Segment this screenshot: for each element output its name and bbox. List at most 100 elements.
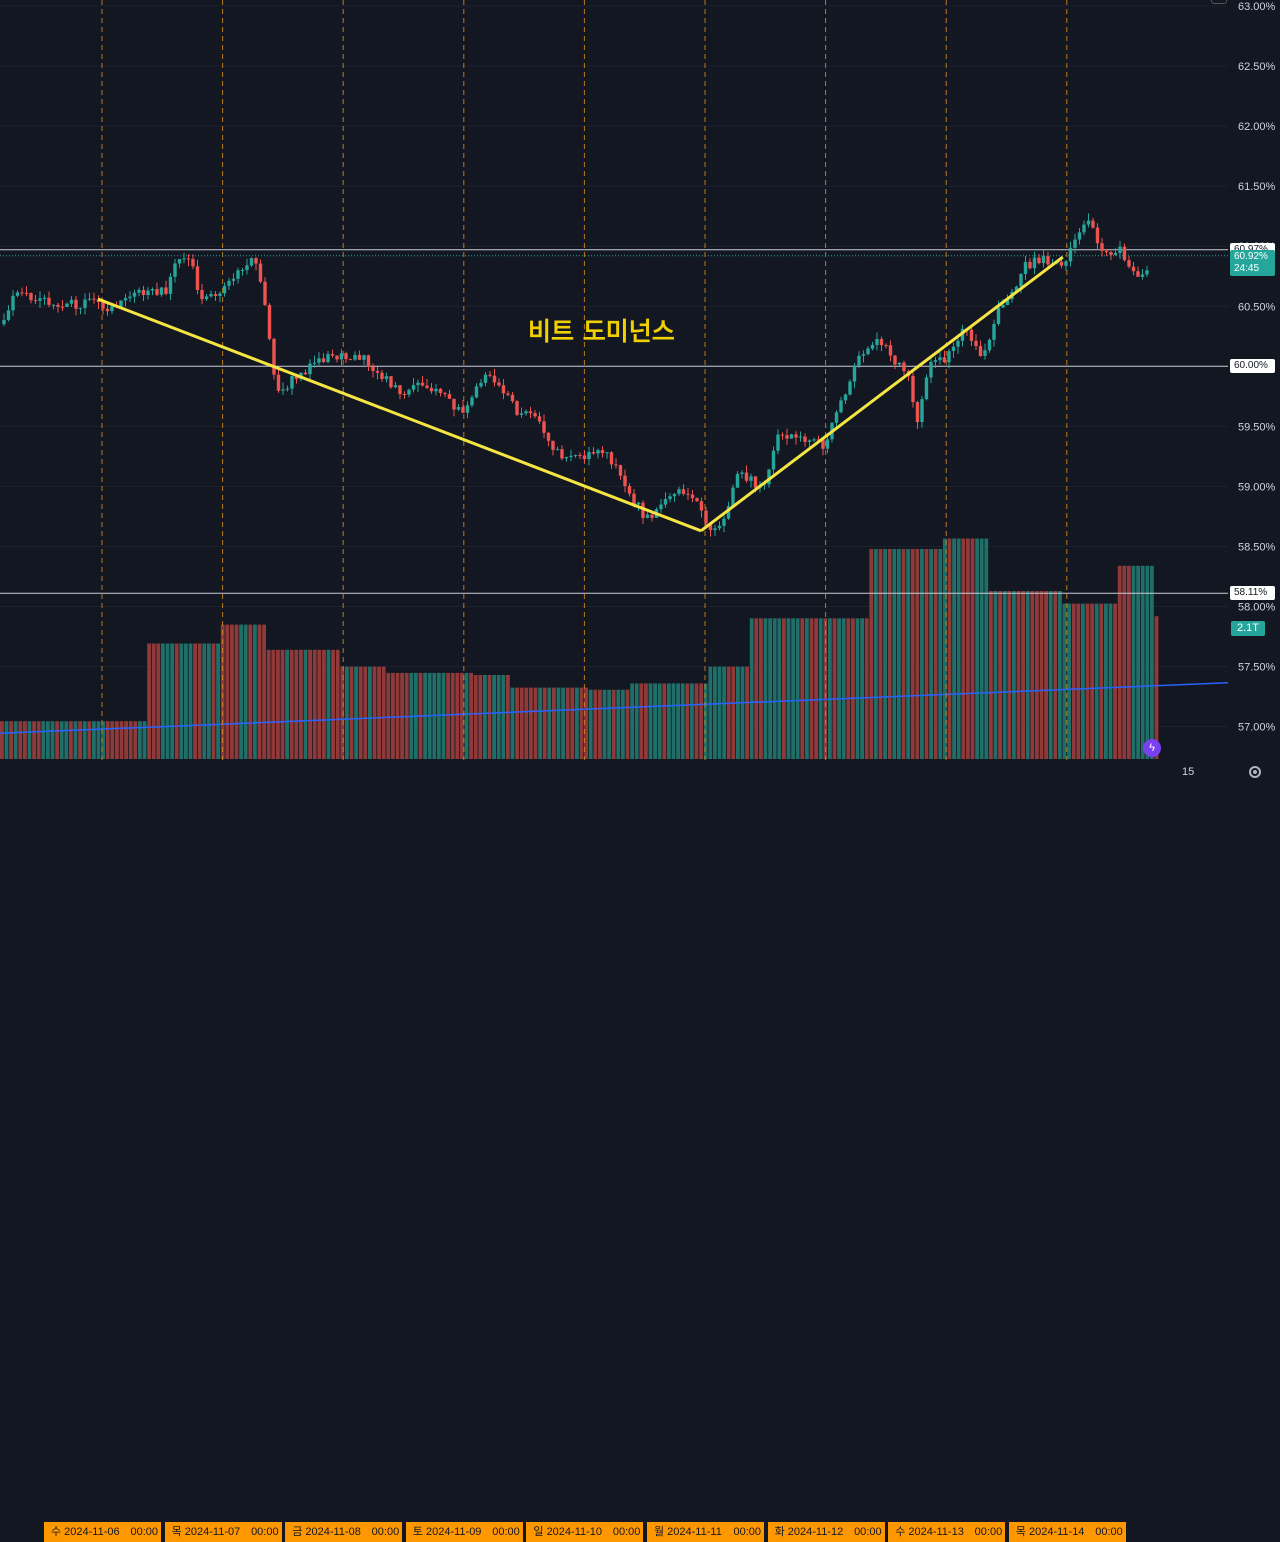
volume-bar <box>625 689 630 759</box>
volume-bar <box>9 721 13 759</box>
volume-bar <box>0 721 4 759</box>
candle-body <box>623 475 627 487</box>
lightning-icon[interactable]: ϟ <box>1143 739 1161 757</box>
volume-bar <box>703 683 708 759</box>
candle-body <box>1077 232 1082 240</box>
candle-body <box>560 449 564 459</box>
volume-bar <box>1012 591 1016 759</box>
volume-bar <box>602 689 607 759</box>
candle-body <box>771 450 776 470</box>
candle-body <box>182 258 186 260</box>
volume-bar <box>377 666 381 759</box>
candle-body <box>474 386 479 398</box>
volume-bar <box>174 643 179 759</box>
candle-body <box>1023 261 1028 275</box>
volume-bar <box>607 689 611 759</box>
level-badge: 60.00% <box>1230 359 1275 374</box>
volume-bar <box>874 549 878 759</box>
candle-body <box>870 344 875 349</box>
candle-body <box>857 355 861 366</box>
candle-body <box>173 263 177 277</box>
volume-bar <box>588 689 593 759</box>
volume-bar <box>929 549 933 759</box>
volume-bar <box>561 687 565 759</box>
volume-bar <box>216 643 220 759</box>
y-tick-label: 57.00% <box>1238 722 1276 734</box>
candle-body <box>1131 266 1136 272</box>
time-axis[interactable]: 수 2024-11-06 00:00 목 2024-11-07 00:00 금 2024… <box>0 760 1280 1542</box>
candle-body <box>695 498 699 502</box>
candle-body <box>218 293 222 296</box>
candle-body <box>231 278 236 281</box>
volume-bar <box>450 672 455 759</box>
candle-body <box>110 306 114 312</box>
candle-body <box>380 372 384 379</box>
candle-body <box>938 357 942 361</box>
candle-body <box>803 436 807 442</box>
volume-bar <box>749 618 754 759</box>
candle-body <box>20 292 24 294</box>
candle-body <box>668 496 672 500</box>
candle-body <box>816 439 821 441</box>
zoom-level[interactable]: 15 <box>1182 766 1195 778</box>
candle-body <box>686 493 690 495</box>
volume-bar <box>552 687 556 759</box>
volume-bar <box>809 618 814 759</box>
candle-body <box>591 452 596 454</box>
volume-bar <box>262 624 266 759</box>
volume-bar <box>910 549 915 759</box>
volume-bar <box>611 689 616 759</box>
candle-body <box>101 302 105 309</box>
x-date-label: 화 2024-11-12 00:00 <box>767 1522 885 1542</box>
candle-body <box>483 374 488 383</box>
screenshot-icon[interactable] <box>1211 0 1227 4</box>
x-date-label: 금 2024-11-08 00:00 <box>285 1522 403 1542</box>
gear-icon[interactable] <box>1249 766 1261 778</box>
candle-body <box>420 382 425 386</box>
candle-body <box>51 304 56 306</box>
candle-body <box>627 486 632 494</box>
trend-line <box>97 297 702 533</box>
candle-body <box>596 450 600 454</box>
candle-body <box>470 397 474 406</box>
volume-bar <box>239 624 243 759</box>
candle-body <box>1046 256 1050 265</box>
candle-body <box>312 362 317 364</box>
volume-bar <box>59 721 64 759</box>
volume-bar <box>630 683 634 759</box>
volume-bar <box>892 549 897 759</box>
candle-body <box>528 411 533 414</box>
volume-bar <box>1058 591 1062 759</box>
trend-line <box>700 255 1064 533</box>
volume-bar <box>299 649 303 759</box>
candle-body <box>335 355 339 360</box>
volume-bar <box>1131 565 1136 759</box>
candle-body <box>236 270 240 279</box>
volume-bar <box>648 683 653 759</box>
volume-bar <box>165 643 170 759</box>
volume-bar <box>363 666 368 759</box>
volume-bar <box>740 666 745 759</box>
volume-bar <box>1044 591 1048 759</box>
candle-body <box>308 363 312 375</box>
candle-body <box>1037 257 1041 264</box>
volume-bar <box>23 721 27 759</box>
candle-body <box>515 401 519 415</box>
volume-bar <box>317 649 322 759</box>
volume-bar <box>763 618 768 759</box>
volume-bar <box>506 675 510 759</box>
candle-body <box>465 405 470 413</box>
candle-body <box>119 300 123 307</box>
candle-body <box>146 290 150 296</box>
candle-body <box>303 372 308 375</box>
candle-body <box>227 280 231 286</box>
candle-body <box>807 440 812 442</box>
volume-bar <box>4 721 9 759</box>
y-tick-label: 61.50% <box>1238 181 1276 193</box>
candle-body <box>321 358 326 363</box>
volume-bar <box>207 643 211 759</box>
price-chart[interactable]: 비트 도미넌스63.00%62.50%62.00%61.50%61.00%60.… <box>0 0 1280 786</box>
volume-bar <box>345 666 349 759</box>
volume-bar <box>1113 603 1117 759</box>
volume-bar <box>41 721 46 759</box>
